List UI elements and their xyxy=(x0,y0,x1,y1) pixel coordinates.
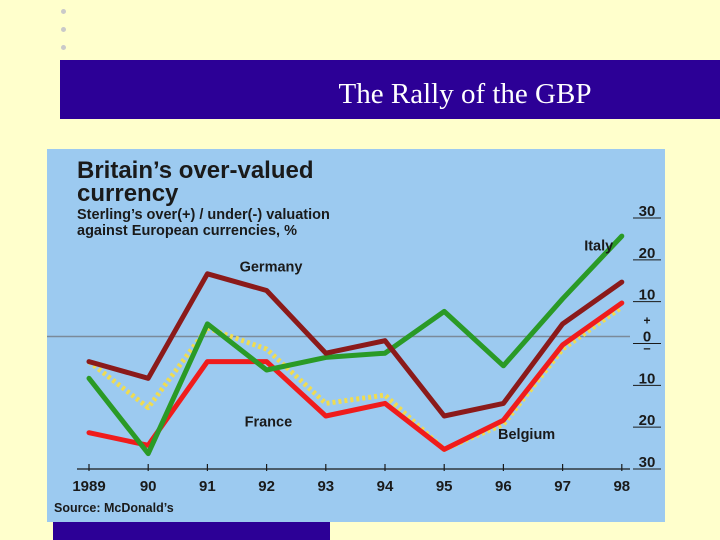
y-plus-sign: + xyxy=(643,314,650,328)
series-label-belgium: Belgium xyxy=(498,427,555,443)
series-line-germany xyxy=(86,271,625,419)
x-tick-label: 97 xyxy=(554,478,571,495)
x-tick-label: 98 xyxy=(613,478,630,495)
y-tick-label: 30 xyxy=(639,454,656,471)
chart-title-line-1: Britain’s over-valued xyxy=(77,157,314,184)
chart-subtitle: Sterling’s over(+) / under(-) valuation … xyxy=(77,207,330,239)
x-tick-label: 90 xyxy=(140,478,157,495)
y-minus-sign: – xyxy=(643,341,650,356)
chart-subtitle-line-1: Sterling’s over(+) / under(-) valuation xyxy=(77,207,330,223)
x-tick-label: 1989 xyxy=(72,478,105,495)
chart-subtitle-line-2: against European currencies, % xyxy=(77,223,297,239)
bullet-dot-2 xyxy=(61,27,66,32)
series-line-france xyxy=(86,300,625,452)
y-tick-label: 10 xyxy=(639,370,656,387)
y-tick-label: 30 xyxy=(639,203,656,220)
bullet-dot-3 xyxy=(61,45,66,50)
source-note: Source: McDonald’s xyxy=(54,501,174,515)
bottom-accent-bar xyxy=(53,521,330,540)
chart-svg: 1989 90 91 92 93 94 95 96 97 98 30 20 10 0 10 20 30 + – Ger… xyxy=(47,203,661,495)
y-tick-label: 10 xyxy=(639,287,656,304)
series-line-italy xyxy=(86,233,625,457)
series-label-germany: Germany xyxy=(240,260,303,276)
x-tick-label: 92 xyxy=(258,478,275,495)
y-tick-label: 20 xyxy=(639,245,656,262)
slide-title: The Rally of the GBP xyxy=(338,78,592,110)
x-tick-label: 91 xyxy=(199,478,216,495)
x-tick-label: 93 xyxy=(317,478,334,495)
x-tick-label: 95 xyxy=(436,478,453,495)
y-tick-label: 20 xyxy=(639,412,656,429)
chart-title: Britain’s over-valued currency xyxy=(77,157,314,207)
x-tick-label: 96 xyxy=(495,478,512,495)
chart-panel: 1989 90 91 92 93 94 95 96 97 98 30 20 10 0 10 20 30 + – Ger… xyxy=(47,149,665,522)
series-label-italy: Italy xyxy=(584,239,613,255)
chart-title-line-2: currency xyxy=(77,180,179,207)
series-label-france: France xyxy=(245,414,293,430)
x-tick-label: 94 xyxy=(377,478,394,495)
y-tick-label: 0 xyxy=(643,329,651,346)
bullet-dot-1 xyxy=(61,9,66,14)
title-bar: The Rally of the GBP xyxy=(60,60,720,119)
